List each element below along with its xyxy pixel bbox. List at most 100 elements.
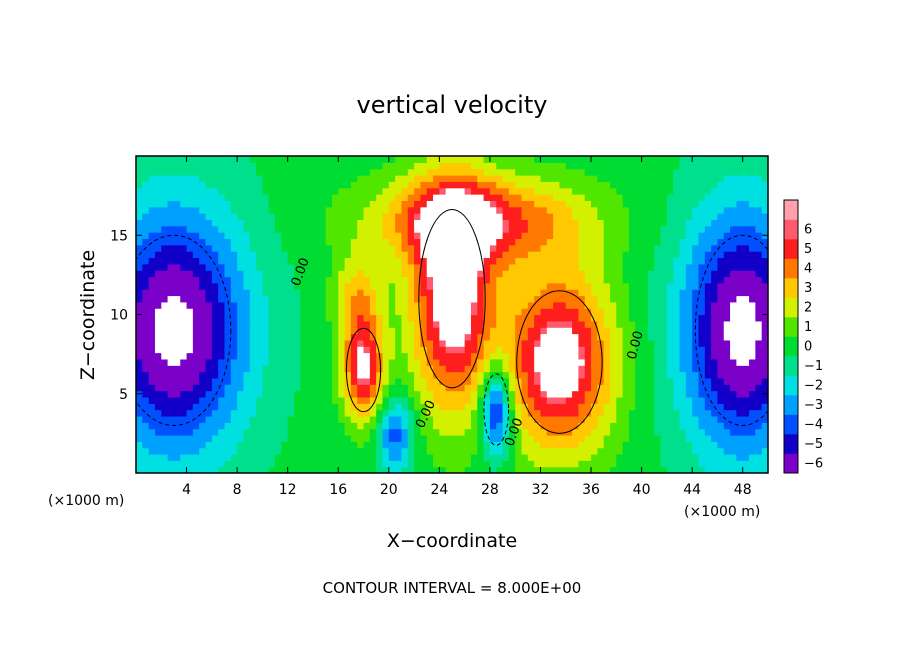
- field-cell: [666, 358, 674, 366]
- field-cell: [243, 365, 251, 373]
- field-cell: [300, 422, 308, 430]
- field-cell: [647, 320, 655, 328]
- field-cell: [622, 403, 630, 411]
- field-cell: [161, 270, 169, 278]
- field-cell: [489, 206, 497, 214]
- field-cell: [433, 466, 440, 473]
- field-cell: [692, 194, 700, 201]
- field-cell: [540, 365, 548, 373]
- field-cell: [338, 320, 346, 328]
- field-cell: [344, 295, 352, 303]
- field-cell: [755, 377, 763, 385]
- field-cell: [610, 308, 617, 316]
- field-cell: [572, 301, 579, 309]
- field-cell: [420, 358, 428, 366]
- field-cell: [452, 308, 459, 316]
- field-cell: [673, 371, 681, 379]
- field-cell: [635, 422, 643, 430]
- field-cell: [610, 466, 617, 473]
- field-cell: [281, 365, 289, 373]
- field-cell: [452, 200, 459, 208]
- field-cell: [502, 270, 510, 278]
- field-cell: [464, 181, 472, 189]
- field-cell: [287, 295, 295, 303]
- field-cell: [559, 301, 567, 309]
- field-cell: [306, 257, 314, 265]
- field-cell: [445, 371, 453, 379]
- field-cell: [704, 238, 712, 246]
- field-cell: [546, 276, 554, 284]
- field-cell: [407, 225, 415, 233]
- field-cell: [666, 422, 674, 430]
- field-cell: [350, 263, 358, 271]
- field-cell: [357, 314, 365, 322]
- field-cell: [572, 346, 579, 354]
- field-cell: [148, 194, 156, 201]
- field-cell: [344, 200, 352, 208]
- field-cell: [167, 219, 175, 227]
- field-cell: [167, 225, 175, 233]
- field-cell: [338, 206, 346, 214]
- field-cell: [470, 339, 478, 347]
- plot-area: 0.000.000.000.00: [135, 155, 769, 474]
- field-cell: [433, 282, 440, 290]
- field-cell: [477, 314, 485, 322]
- field-cell: [433, 181, 440, 189]
- field-cell: [603, 200, 611, 208]
- field-cell: [559, 206, 567, 214]
- field-cell: [275, 301, 282, 309]
- field-cell: [692, 365, 700, 373]
- field-cell: [540, 257, 548, 265]
- field-cell: [256, 194, 263, 201]
- field-cell: [401, 181, 409, 189]
- field-cell: [287, 206, 295, 214]
- field-cell: [388, 460, 396, 468]
- field-cell: [452, 289, 459, 297]
- field-cell: [502, 358, 510, 366]
- field-cell: [527, 422, 535, 430]
- field-cell: [357, 289, 365, 297]
- field-cell: [742, 270, 750, 278]
- field-cell: [350, 358, 358, 366]
- field-cell: [218, 301, 226, 309]
- field-cell: [717, 409, 725, 417]
- field-cell: [565, 333, 573, 341]
- field-cell: [281, 289, 289, 297]
- field-cell: [262, 453, 270, 461]
- field-cell: [275, 333, 282, 341]
- field-cell: [540, 213, 548, 220]
- field-cell: [761, 225, 768, 233]
- field-cell: [312, 371, 320, 379]
- field-cell: [698, 200, 706, 208]
- field-cell: [534, 339, 542, 347]
- field-cell: [300, 333, 308, 341]
- field-cell: [546, 238, 554, 246]
- field-cell: [717, 403, 725, 411]
- field-cell: [654, 403, 662, 411]
- field-cell: [154, 384, 162, 392]
- field-cell: [186, 187, 194, 195]
- field-cell: [350, 213, 358, 220]
- field-cell: [382, 358, 390, 366]
- field-cell: [527, 257, 535, 265]
- field-cell: [483, 409, 491, 417]
- field-cell: [489, 251, 497, 259]
- field-cell: [610, 434, 617, 442]
- field-cell: [559, 371, 567, 379]
- field-cell: [603, 415, 611, 423]
- field-cell: [742, 257, 750, 265]
- field-cell: [685, 244, 693, 252]
- field-cell: [584, 194, 592, 201]
- field-cell: [508, 403, 516, 411]
- field-cell: [704, 447, 712, 455]
- field-cell: [388, 358, 396, 366]
- field-cell: [173, 257, 181, 265]
- field-cell: [401, 263, 409, 271]
- field-cell: [414, 434, 421, 442]
- field-cell: [742, 320, 750, 328]
- field-cell: [704, 282, 712, 290]
- field-cell: [218, 289, 226, 297]
- field-cell: [698, 333, 706, 341]
- field-cell: [192, 175, 200, 182]
- field-cell: [553, 447, 561, 455]
